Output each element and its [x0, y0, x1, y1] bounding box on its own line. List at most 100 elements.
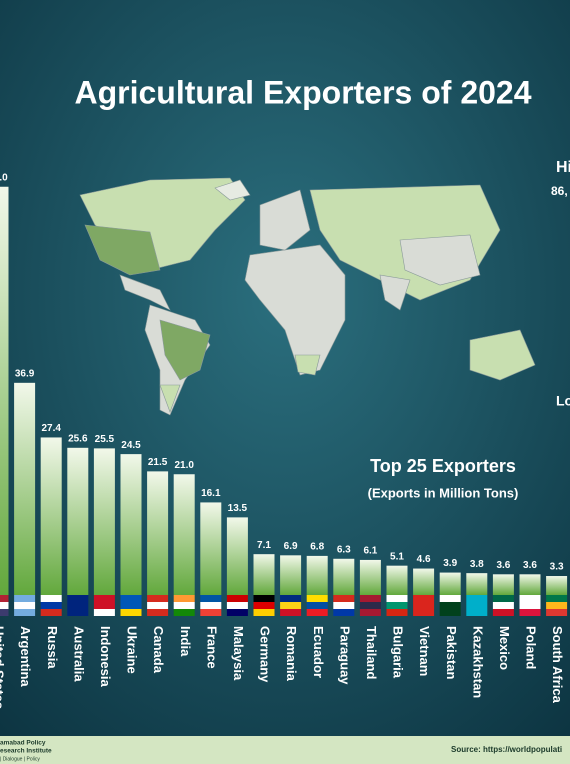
bar [413, 568, 435, 595]
bar [546, 576, 568, 595]
x-tick-label: Poland [524, 626, 539, 669]
flag [120, 609, 142, 616]
footer-text: esearch Institute [0, 748, 52, 755]
source: Source: https://worldpopulati [451, 745, 562, 754]
bar [439, 572, 461, 595]
flag [14, 602, 36, 609]
flag [14, 609, 36, 616]
flag [359, 602, 381, 609]
bar [492, 574, 514, 595]
flag [333, 602, 355, 609]
bar [359, 559, 381, 595]
bar [14, 382, 36, 595]
flag [93, 595, 115, 602]
value-label: 4.6 [417, 554, 431, 565]
value-label: 3.3 [550, 562, 564, 573]
flag [226, 609, 248, 616]
flag [466, 609, 488, 616]
flag [386, 602, 408, 609]
flag [226, 595, 248, 602]
flag [519, 602, 541, 609]
flag [492, 595, 514, 602]
flag [40, 609, 62, 616]
footer [0, 736, 570, 764]
x-tick-label: Australia [71, 626, 86, 682]
x-tick-label: Argentina [18, 626, 33, 687]
bar [226, 517, 248, 595]
flag [519, 595, 541, 602]
flag [253, 609, 275, 616]
x-tick-label: Indonesia [98, 626, 113, 687]
flag [519, 609, 541, 616]
chart-title: Agricultural Exporters of 2024 [74, 74, 531, 110]
bar [200, 502, 222, 595]
flag [439, 595, 461, 602]
flag [173, 595, 195, 602]
unit-note: (Exports in Million Tons) [368, 485, 519, 500]
flag [173, 609, 195, 616]
value-label: 3.8 [470, 559, 484, 570]
flag [386, 595, 408, 602]
flag [0, 602, 9, 609]
bar [280, 555, 302, 595]
x-tick-label: France [204, 626, 219, 669]
flag [40, 602, 62, 609]
flag [226, 602, 248, 609]
chart-subtitle: Top 25 Exporters [370, 456, 516, 476]
flag [14, 595, 36, 602]
bar [93, 448, 115, 595]
bar [40, 437, 62, 595]
flag [306, 595, 328, 602]
flag [306, 609, 328, 616]
value-label: 6.8 [310, 542, 324, 553]
flag [492, 609, 514, 616]
flag [93, 602, 115, 609]
x-tick-label: United States [0, 626, 7, 709]
bar [173, 474, 195, 595]
value-label: 5.1 [390, 551, 404, 562]
flag [546, 602, 568, 609]
bar [386, 565, 408, 595]
bar [333, 558, 355, 595]
x-tick-label: Thailand [364, 626, 379, 680]
flag [0, 595, 9, 602]
flag [280, 602, 302, 609]
x-tick-label: Malaysia [231, 626, 246, 681]
value-label: 27.4 [41, 423, 61, 434]
flag [200, 609, 222, 616]
value-label: 25.5 [95, 434, 115, 445]
flag [253, 595, 275, 602]
flag [120, 595, 142, 602]
x-tick-label: Mexico [497, 626, 512, 670]
flag [306, 602, 328, 609]
bar [466, 573, 488, 595]
value-label: 7.1 [257, 540, 271, 551]
bar [0, 186, 9, 595]
flag [0, 609, 9, 616]
legend-text: Lo [556, 393, 570, 409]
flag [173, 602, 195, 609]
value-label: 21.5 [148, 457, 168, 468]
flag [93, 609, 115, 616]
flag [413, 602, 435, 609]
flag [386, 609, 408, 616]
flag [413, 609, 435, 616]
bar [253, 554, 275, 595]
flag [439, 609, 461, 616]
flag [147, 609, 169, 616]
x-tick-label: Ecuador [311, 626, 326, 678]
flag [67, 609, 89, 616]
flag [359, 595, 381, 602]
flag [359, 609, 381, 616]
flag [67, 602, 89, 609]
legend-text: 86, [551, 184, 568, 198]
flag [40, 595, 62, 602]
flag [466, 595, 488, 602]
x-tick-label: Pakistan [444, 626, 459, 680]
flag [439, 602, 461, 609]
x-tick-label: Kazakhstan [470, 626, 485, 698]
value-label: 21.0 [174, 460, 194, 471]
value-label: 3.6 [496, 560, 510, 571]
value-label: 71.0 [0, 172, 8, 183]
